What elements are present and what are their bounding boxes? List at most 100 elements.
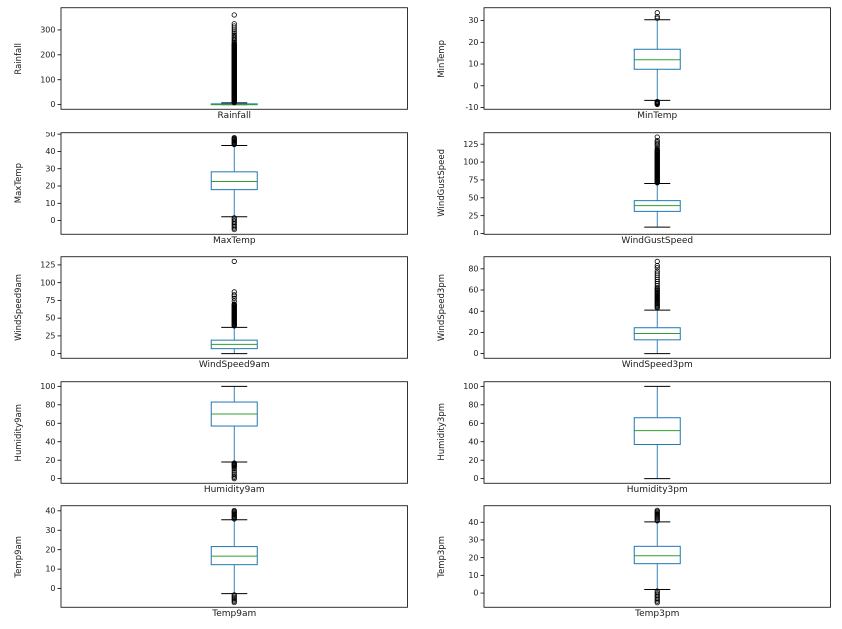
y-axis-ticks: 0 20 40 60 80 bbox=[468, 265, 484, 358]
svg-text:125: 125 bbox=[40, 261, 55, 270]
svg-text:0: 0 bbox=[50, 216, 55, 225]
outliers bbox=[231, 258, 237, 329]
y-axis-label: WindSpeed9am bbox=[12, 274, 25, 341]
svg-text:100: 100 bbox=[463, 382, 478, 391]
box-plot-canvas: 0 25 50 75 100 125 bbox=[40, 256, 408, 359]
x-axis-label: Temp9am bbox=[212, 609, 257, 620]
subplot-maxtemp: MaxTemp 0 10 20 30 40 50 MaxTemp bbox=[12, 132, 413, 248]
y-axis-label-text: Rainfall bbox=[13, 42, 24, 75]
y-axis-label: WindSpeed3pm bbox=[435, 274, 448, 341]
svg-text:10: 10 bbox=[45, 198, 55, 207]
subplot-humidity3pm: Humidity3pm 0 20 40 60 80 100 Humidity3pm bbox=[435, 381, 836, 497]
x-axis-label: Humidity9am bbox=[203, 484, 265, 495]
svg-text:25: 25 bbox=[468, 211, 478, 220]
svg-text:80: 80 bbox=[468, 400, 478, 409]
outliers bbox=[654, 258, 660, 311]
svg-text:0: 0 bbox=[473, 589, 478, 598]
outliers bbox=[231, 12, 237, 106]
svg-text:0: 0 bbox=[50, 100, 55, 109]
y-axis-label: Humidity3pm bbox=[435, 403, 448, 461]
svg-text:0: 0 bbox=[473, 229, 478, 235]
svg-text:125: 125 bbox=[463, 139, 478, 148]
y-axis-ticks: 0 10 20 30 40 bbox=[468, 518, 484, 598]
y-axis-label-text: MinTemp bbox=[436, 39, 447, 78]
box-plot-canvas: 0 10 20 30 40 bbox=[468, 505, 831, 609]
outliers bbox=[231, 508, 237, 606]
y-axis-label: WindGustSpeed bbox=[435, 149, 448, 217]
svg-text:30: 30 bbox=[468, 536, 478, 545]
svg-text:60: 60 bbox=[468, 286, 478, 295]
svg-text:40: 40 bbox=[468, 437, 478, 446]
svg-text:20: 20 bbox=[468, 554, 478, 563]
outliers bbox=[231, 460, 237, 482]
svg-text:20: 20 bbox=[468, 456, 478, 465]
y-axis-ticks: 0 10 20 30 40 bbox=[45, 507, 61, 594]
box-plot-canvas: 0 25 50 75 100 125 bbox=[463, 131, 831, 235]
x-axis-label: MaxTemp bbox=[212, 235, 256, 246]
box-plot-canvas: 0 10 20 30 40 50 bbox=[45, 132, 408, 235]
y-axis-label: Temp3pm bbox=[435, 536, 448, 578]
subplot-temp3pm: Temp3pm 0 10 20 30 40 Temp3pm bbox=[435, 505, 836, 621]
subplot-temp9am: Temp9am 0 10 20 30 40 Temp9am bbox=[12, 505, 413, 621]
y-axis-ticks: -10 0 10 20 30 bbox=[465, 16, 484, 110]
y-axis-label-text: MaxTemp bbox=[13, 162, 24, 204]
svg-text:20: 20 bbox=[45, 181, 55, 190]
svg-text:100: 100 bbox=[40, 278, 55, 287]
svg-text:100: 100 bbox=[40, 382, 55, 391]
x-axis-label: MinTemp bbox=[637, 111, 678, 121]
x-axis-label: Rainfall bbox=[217, 111, 251, 121]
x-axis-label: Temp3pm bbox=[635, 609, 680, 620]
svg-text:10: 10 bbox=[468, 60, 478, 69]
y-axis-ticks: 0 25 50 75 100 125 bbox=[463, 139, 484, 235]
box-plot-canvas: 0 100 200 300 bbox=[40, 7, 408, 110]
svg-text:30: 30 bbox=[45, 164, 55, 173]
y-axis-label: Rainfall bbox=[12, 43, 25, 75]
svg-text:0: 0 bbox=[50, 349, 55, 358]
y-axis-label: MaxTemp bbox=[12, 163, 25, 203]
y-axis-ticks: 0 10 20 30 40 50 bbox=[45, 132, 61, 225]
y-axis-label-text: WindGustSpeed bbox=[436, 149, 447, 217]
svg-text:0: 0 bbox=[473, 474, 478, 483]
box-plot-canvas: 0 20 40 60 80 bbox=[468, 256, 831, 359]
subplot-mintemp: MinTemp -10 0 10 20 30 MinTemp bbox=[435, 7, 836, 123]
y-axis-ticks: 0 100 200 300 bbox=[40, 26, 61, 109]
svg-text:75: 75 bbox=[45, 296, 55, 305]
y-axis-label-text: Humidity9am bbox=[13, 403, 24, 461]
subplot-windgustspeed: WindGustSpeed 0 25 50 75 100 125 WindGustSpeed bbox=[435, 131, 836, 248]
subplot-humidity9am: Humidity9am 0 20 40 60 80 100 Humidity9am bbox=[12, 381, 413, 497]
x-axis-label: WindSpeed9am bbox=[198, 360, 270, 371]
subplot-rainfall: Rainfall 0 100 200 300 Rainfall bbox=[12, 7, 413, 123]
svg-text:50: 50 bbox=[45, 314, 55, 323]
svg-text:40: 40 bbox=[45, 147, 55, 156]
svg-text:300: 300 bbox=[40, 26, 55, 35]
svg-text:10: 10 bbox=[45, 565, 55, 574]
svg-text:50: 50 bbox=[468, 193, 478, 202]
svg-text:20: 20 bbox=[45, 546, 55, 555]
x-axis-label: Humidity3pm bbox=[626, 484, 688, 495]
y-axis-label-text: Temp9am bbox=[13, 536, 24, 578]
svg-text:0: 0 bbox=[473, 81, 478, 90]
svg-text:50: 50 bbox=[45, 132, 55, 139]
x-axis-label: WindSpeed3pm bbox=[621, 360, 693, 371]
y-axis-ticks: 0 25 50 75 100 125 bbox=[40, 261, 61, 358]
y-axis-label-text: Humidity3pm bbox=[436, 403, 447, 462]
svg-text:20: 20 bbox=[468, 328, 478, 337]
svg-text:0: 0 bbox=[50, 585, 55, 594]
y-axis-ticks: 0 20 40 60 80 100 bbox=[463, 382, 484, 483]
box-plot-canvas: 0 20 40 60 80 100 bbox=[40, 381, 408, 484]
svg-text:20: 20 bbox=[468, 38, 478, 47]
y-axis-label: MinTemp bbox=[435, 40, 448, 78]
y-axis-label-text: WindSpeed9am bbox=[13, 274, 24, 342]
x-axis-label: WindGustSpeed bbox=[621, 235, 694, 246]
subplot-windspeed9am: WindSpeed9am 0 25 50 75 100 125 WindSpeed9am bbox=[12, 256, 413, 372]
y-axis-label-text: Temp3pm bbox=[436, 536, 447, 578]
outliers bbox=[231, 134, 237, 232]
svg-text:0: 0 bbox=[50, 474, 55, 483]
y-axis-label: Temp9am bbox=[12, 536, 25, 578]
y-axis-label-text: WindSpeed3pm bbox=[436, 274, 447, 342]
y-axis-ticks: 0 20 40 60 80 100 bbox=[40, 382, 61, 483]
svg-text:200: 200 bbox=[40, 50, 55, 59]
box-plot-canvas: -10 0 10 20 30 bbox=[465, 7, 831, 110]
svg-text:40: 40 bbox=[468, 307, 478, 316]
